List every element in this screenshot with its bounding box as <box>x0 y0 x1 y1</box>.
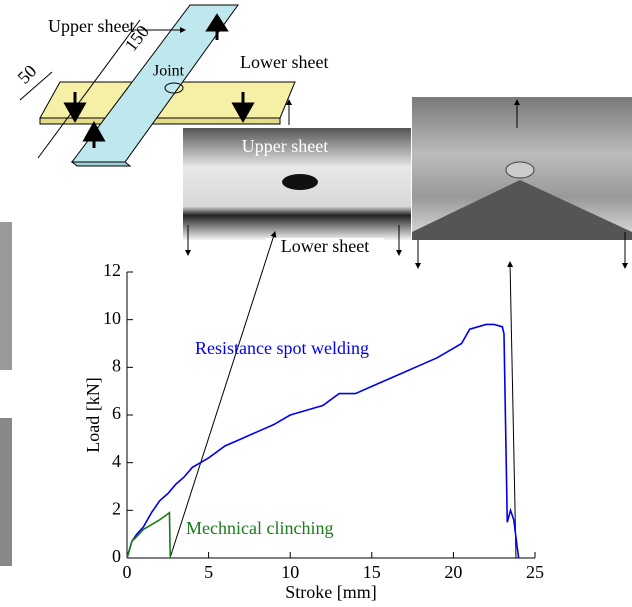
series-label: Mechnical clinching <box>186 518 333 538</box>
y-tick-label: 10 <box>103 308 121 328</box>
x-tick-label: 10 <box>281 562 299 582</box>
photo-label: Lower sheet <box>281 236 369 256</box>
x-tick-label: 5 <box>204 562 213 582</box>
label: Upper sheet <box>48 16 134 36</box>
y-tick-label: 4 <box>112 451 121 471</box>
photo-label: Upper sheet <box>242 136 328 156</box>
dimension: 50 <box>14 61 41 88</box>
x-tick-label: 25 <box>526 562 544 582</box>
y-tick-label: 0 <box>112 546 121 566</box>
label: Joint <box>153 63 185 80</box>
y-tick-label: 2 <box>112 498 121 518</box>
x-tick-label: 0 <box>123 562 132 582</box>
x-axis-title: Stroke [mm] <box>285 582 377 602</box>
series-line <box>127 513 170 558</box>
x-tick-label: 15 <box>363 562 381 582</box>
upper-sheet-edge <box>72 162 130 166</box>
y-tick-label: 8 <box>112 355 121 375</box>
figure: Upper sheet Lower sheet 150 50 Joint Upp… <box>0 0 632 607</box>
photo <box>0 418 12 566</box>
x-tick-label: 20 <box>444 562 462 582</box>
series-label: Resistance spot welding <box>195 338 369 358</box>
y-tick-label: 12 <box>103 260 121 280</box>
y-tick-label: 6 <box>112 403 121 423</box>
y-axis-title: Load [kN] <box>83 377 103 452</box>
plot: 0 2 4 6 8 10 12 0 5 10 15 20 25 Stroke [mm] Load [kN] R… <box>83 260 544 602</box>
photo-detail <box>282 174 318 190</box>
label: Lower sheet <box>240 52 328 72</box>
photo <box>0 222 12 370</box>
photo-detail <box>506 162 534 178</box>
